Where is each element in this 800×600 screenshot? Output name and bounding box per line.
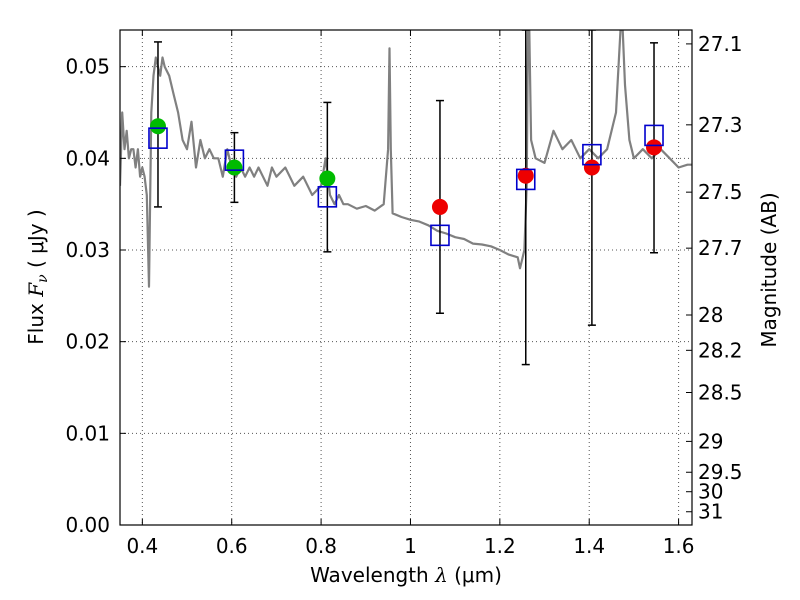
x-tick-label: 0.8 (305, 534, 337, 558)
x-tick-label: 0.6 (216, 534, 248, 558)
y2-tick-label: 28 (698, 303, 723, 327)
model-flux-box (515, 168, 536, 191)
y-tick-label: 0.05 (65, 55, 110, 79)
y-tick-label: 0.00 (65, 513, 110, 537)
x-axis-label-units: (μm) (448, 563, 502, 587)
y2-axis-label: Magnitude (AB) (757, 192, 781, 347)
y2-tick-label: 28.2 (698, 338, 743, 362)
y-axis-label-subscript: ν (35, 274, 51, 283)
y2-tick-label: 29.5 (698, 460, 743, 484)
y-axis-label-symbol: F (24, 282, 48, 298)
model-flux-box (644, 124, 664, 147)
flux-point-red (583, 159, 600, 176)
model-flux-box (430, 224, 450, 247)
x-tick-label: 1.2 (484, 534, 516, 558)
y-axis-label-prefix: Flux (24, 297, 48, 345)
flux-point-green (149, 118, 166, 135)
x-axis-label: Wavelength λ (μm) (310, 563, 502, 587)
flux-point-red (431, 198, 448, 215)
y-tick-label: 0.02 (65, 330, 110, 354)
y2-tick-label: 27.5 (698, 180, 743, 204)
y-axis-label-units: ( μJy ) (24, 209, 48, 274)
y2-tick-label: 27.3 (698, 113, 743, 137)
y2-tick-label: 29 (698, 429, 723, 453)
y2-tick-label: 28.5 (698, 380, 743, 404)
x-tick-label: 0.4 (126, 534, 158, 558)
x-tick-label: 1.4 (573, 534, 605, 558)
y-axis-label: Flux Fν ( μJy ) (24, 209, 51, 344)
x-tick-label: 1.6 (663, 534, 695, 558)
model-flux-box (317, 186, 338, 208)
y2-tick-label: 31 (698, 500, 723, 524)
x-axis-label-symbol: λ (434, 563, 448, 587)
model-flux-box (148, 127, 168, 149)
flux-point-red (646, 139, 663, 156)
x-tick-label: 1 (404, 534, 417, 558)
model-flux-box (582, 143, 602, 166)
y-tick-label: 0.01 (65, 421, 110, 445)
flux-point-green (226, 159, 243, 176)
axis-ticks: 0.4 0.6 0.8 1 1.2 1.4 1.6 0.00 0.01 0.02 0.03 0.04 0… (65, 30, 743, 558)
y2-tick-label: 30 (698, 480, 723, 504)
flux-point-green (319, 170, 336, 187)
data-markers (148, 118, 664, 247)
y-tick-label: 0.03 (65, 238, 110, 262)
y2-tick-label: 27.7 (698, 236, 743, 260)
model-flux-box (224, 149, 245, 171)
x-axis-label-prefix: Wavelength (310, 563, 435, 587)
plot-background (120, 30, 692, 525)
y2-tick-label: 27.1 (698, 32, 743, 56)
plot-frame (119, 29, 693, 526)
flux-point-red (517, 167, 534, 184)
y-tick-label: 0.04 (65, 146, 110, 170)
